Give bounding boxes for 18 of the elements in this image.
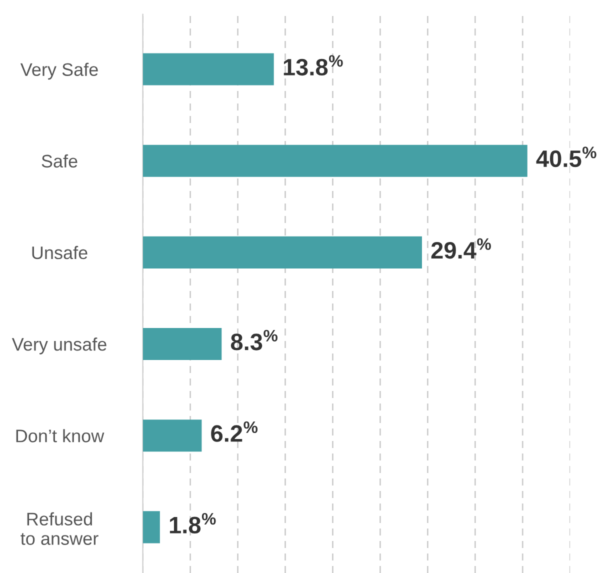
data-label: 29.4$^{%}$ [431, 238, 491, 259]
data-label: 1.8$^{%}$ [170, 513, 216, 534]
bar [142, 144, 528, 177]
data-label: 40.5$^{%}$ [536, 146, 596, 168]
bar [142, 236, 422, 268]
y-tick-label: Don’t know [16, 429, 104, 442]
bar [142, 511, 160, 544]
data-label: 8.3$^{%}$ [230, 330, 278, 350]
y-tick-label: Very unsafe [12, 338, 106, 354]
bar [142, 420, 202, 452]
y-tick-label: Very Safe [20, 62, 98, 80]
data-label: 13.8$^{%}$ [284, 55, 343, 76]
y-tick-label: Refused to answer [20, 512, 98, 545]
y-tick-label: Safe [42, 154, 78, 168]
bar [142, 328, 222, 360]
bar [142, 53, 274, 86]
y-tick-label: Unsafe [32, 246, 88, 260]
data-label: 6.2$^{%}$ [211, 421, 258, 442]
